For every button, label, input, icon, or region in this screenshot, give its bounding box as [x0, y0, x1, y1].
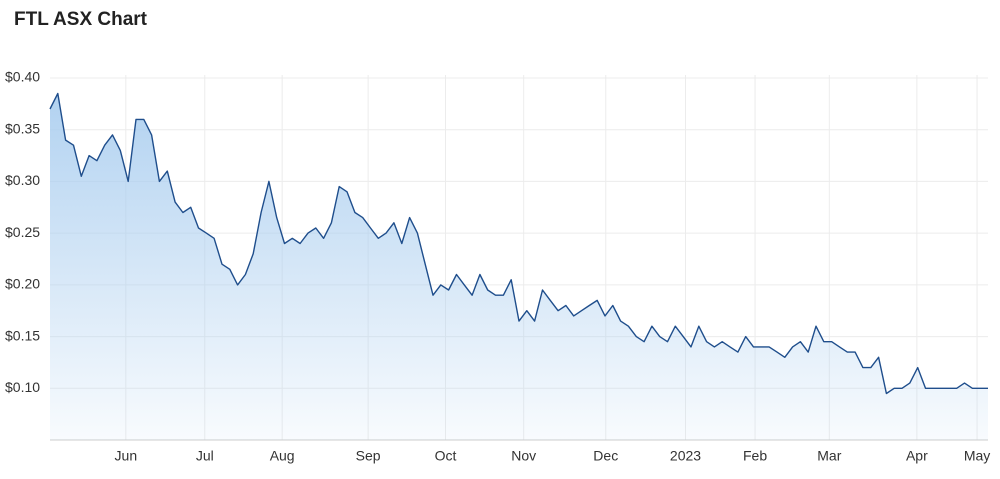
x-tick-label: Mar [817, 448, 841, 464]
y-tick-label: $0.40 [5, 69, 40, 85]
area [50, 93, 988, 440]
y-tick-label: $0.25 [5, 224, 40, 240]
x-tick-label: Jul [196, 448, 214, 464]
x-tick-label: 2023 [670, 448, 701, 464]
x-tick-label: Jun [115, 448, 138, 464]
x-tick-label: Sep [356, 448, 381, 464]
x-tick-label: Nov [511, 448, 536, 464]
price-line [49, 92, 988, 395]
y-tick-label: $0.15 [5, 327, 40, 343]
x-tick-label: May [964, 448, 990, 464]
y-tick-label: $0.30 [5, 172, 40, 188]
y-tick-label: $0.35 [5, 120, 40, 136]
x-tick-label: Apr [906, 448, 928, 464]
chart-title: FTL ASX Chart [14, 9, 148, 30]
x-tick-label: Aug [270, 448, 295, 464]
x-tick-label: Oct [435, 448, 457, 464]
x-tick-label: Dec [593, 448, 618, 464]
x-tick-label: Feb [743, 448, 767, 464]
y-tick-label: $0.20 [5, 276, 40, 292]
y-tick-label: $0.10 [5, 379, 40, 395]
